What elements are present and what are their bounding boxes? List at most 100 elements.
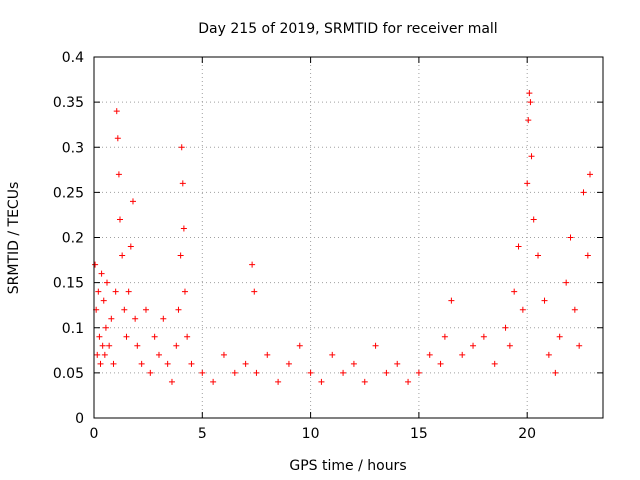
data-point bbox=[99, 342, 106, 349]
x-tick-label: 15 bbox=[410, 426, 428, 442]
data-point bbox=[361, 378, 368, 385]
chart-title: Day 215 of 2019, SRMTID for receiver mal… bbox=[198, 21, 497, 37]
data-point bbox=[264, 351, 271, 358]
data-point bbox=[177, 252, 184, 259]
data-point bbox=[437, 360, 444, 367]
data-point bbox=[155, 351, 162, 358]
data-point bbox=[253, 369, 260, 376]
y-tick-label: 0.3 bbox=[62, 140, 84, 156]
data-point bbox=[103, 279, 110, 286]
data-point bbox=[242, 360, 249, 367]
x-tick-label: 10 bbox=[302, 426, 320, 442]
data-point bbox=[127, 243, 134, 250]
data-point bbox=[318, 378, 325, 385]
data-point bbox=[535, 252, 542, 259]
y-tick-label: 0.15 bbox=[53, 276, 84, 292]
data-point bbox=[188, 360, 195, 367]
x-tick-label: 0 bbox=[90, 426, 99, 442]
data-point bbox=[511, 288, 518, 295]
data-point bbox=[94, 351, 101, 358]
data-point bbox=[571, 306, 578, 313]
y-tick-label: 0.4 bbox=[62, 50, 84, 66]
x-axis-label: GPS time / hours bbox=[289, 458, 406, 474]
data-point bbox=[584, 252, 591, 259]
y-tick-label: 0.25 bbox=[53, 185, 84, 201]
data-point bbox=[123, 333, 130, 340]
data-point bbox=[519, 306, 526, 313]
data-point bbox=[100, 297, 107, 304]
data-point bbox=[175, 306, 182, 313]
data-point bbox=[97, 360, 104, 367]
data-point bbox=[525, 117, 532, 124]
data-point bbox=[383, 369, 390, 376]
data-point bbox=[480, 333, 487, 340]
data-point bbox=[580, 189, 587, 196]
data-point bbox=[121, 306, 128, 313]
data-point bbox=[448, 297, 455, 304]
data-point bbox=[112, 288, 119, 295]
data-points bbox=[92, 90, 594, 385]
data-point bbox=[506, 342, 513, 349]
data-point bbox=[459, 351, 466, 358]
data-point bbox=[125, 288, 132, 295]
data-point bbox=[132, 315, 139, 322]
data-point bbox=[350, 360, 357, 367]
data-point bbox=[441, 333, 448, 340]
data-point bbox=[563, 279, 570, 286]
data-point bbox=[545, 351, 552, 358]
data-point bbox=[275, 378, 282, 385]
y-tick-label: 0.1 bbox=[62, 321, 84, 337]
y-axis-label: SRMTID / TECUs bbox=[6, 182, 22, 295]
data-point bbox=[528, 153, 535, 160]
data-point bbox=[231, 369, 238, 376]
data-point bbox=[587, 171, 594, 178]
data-point bbox=[180, 225, 187, 232]
data-point bbox=[138, 360, 145, 367]
data-point bbox=[530, 216, 537, 223]
x-tick-label: 20 bbox=[518, 426, 536, 442]
data-point bbox=[116, 216, 123, 223]
data-point bbox=[502, 324, 509, 331]
data-point bbox=[251, 288, 258, 295]
y-tick-label: 0.05 bbox=[53, 366, 84, 382]
data-point bbox=[307, 369, 314, 376]
data-point bbox=[181, 288, 188, 295]
data-point bbox=[173, 342, 180, 349]
data-point bbox=[134, 342, 141, 349]
x-tick-label: 5 bbox=[198, 426, 207, 442]
data-point bbox=[199, 369, 206, 376]
data-point bbox=[567, 234, 574, 241]
data-point bbox=[415, 369, 422, 376]
data-point bbox=[113, 108, 120, 115]
data-point bbox=[168, 378, 175, 385]
y-tick-label: 0 bbox=[75, 411, 84, 427]
data-point bbox=[95, 288, 102, 295]
data-point bbox=[179, 180, 186, 187]
data-point bbox=[147, 369, 154, 376]
data-point bbox=[220, 351, 227, 358]
data-point bbox=[329, 351, 336, 358]
data-point bbox=[470, 342, 477, 349]
data-point bbox=[541, 297, 548, 304]
data-point bbox=[296, 342, 303, 349]
data-point bbox=[164, 360, 171, 367]
data-point bbox=[160, 315, 167, 322]
data-point bbox=[426, 351, 433, 358]
data-point bbox=[556, 333, 563, 340]
data-point bbox=[527, 99, 534, 106]
data-point bbox=[101, 351, 108, 358]
data-point bbox=[142, 306, 149, 313]
data-point bbox=[210, 378, 217, 385]
data-point bbox=[249, 261, 256, 268]
data-point bbox=[115, 171, 122, 178]
data-point bbox=[526, 90, 533, 97]
data-point bbox=[106, 342, 113, 349]
data-point bbox=[340, 369, 347, 376]
data-point bbox=[129, 198, 136, 205]
data-point bbox=[285, 360, 292, 367]
data-point bbox=[178, 144, 185, 151]
data-point bbox=[394, 360, 401, 367]
data-point bbox=[92, 261, 99, 268]
data-point bbox=[576, 342, 583, 349]
